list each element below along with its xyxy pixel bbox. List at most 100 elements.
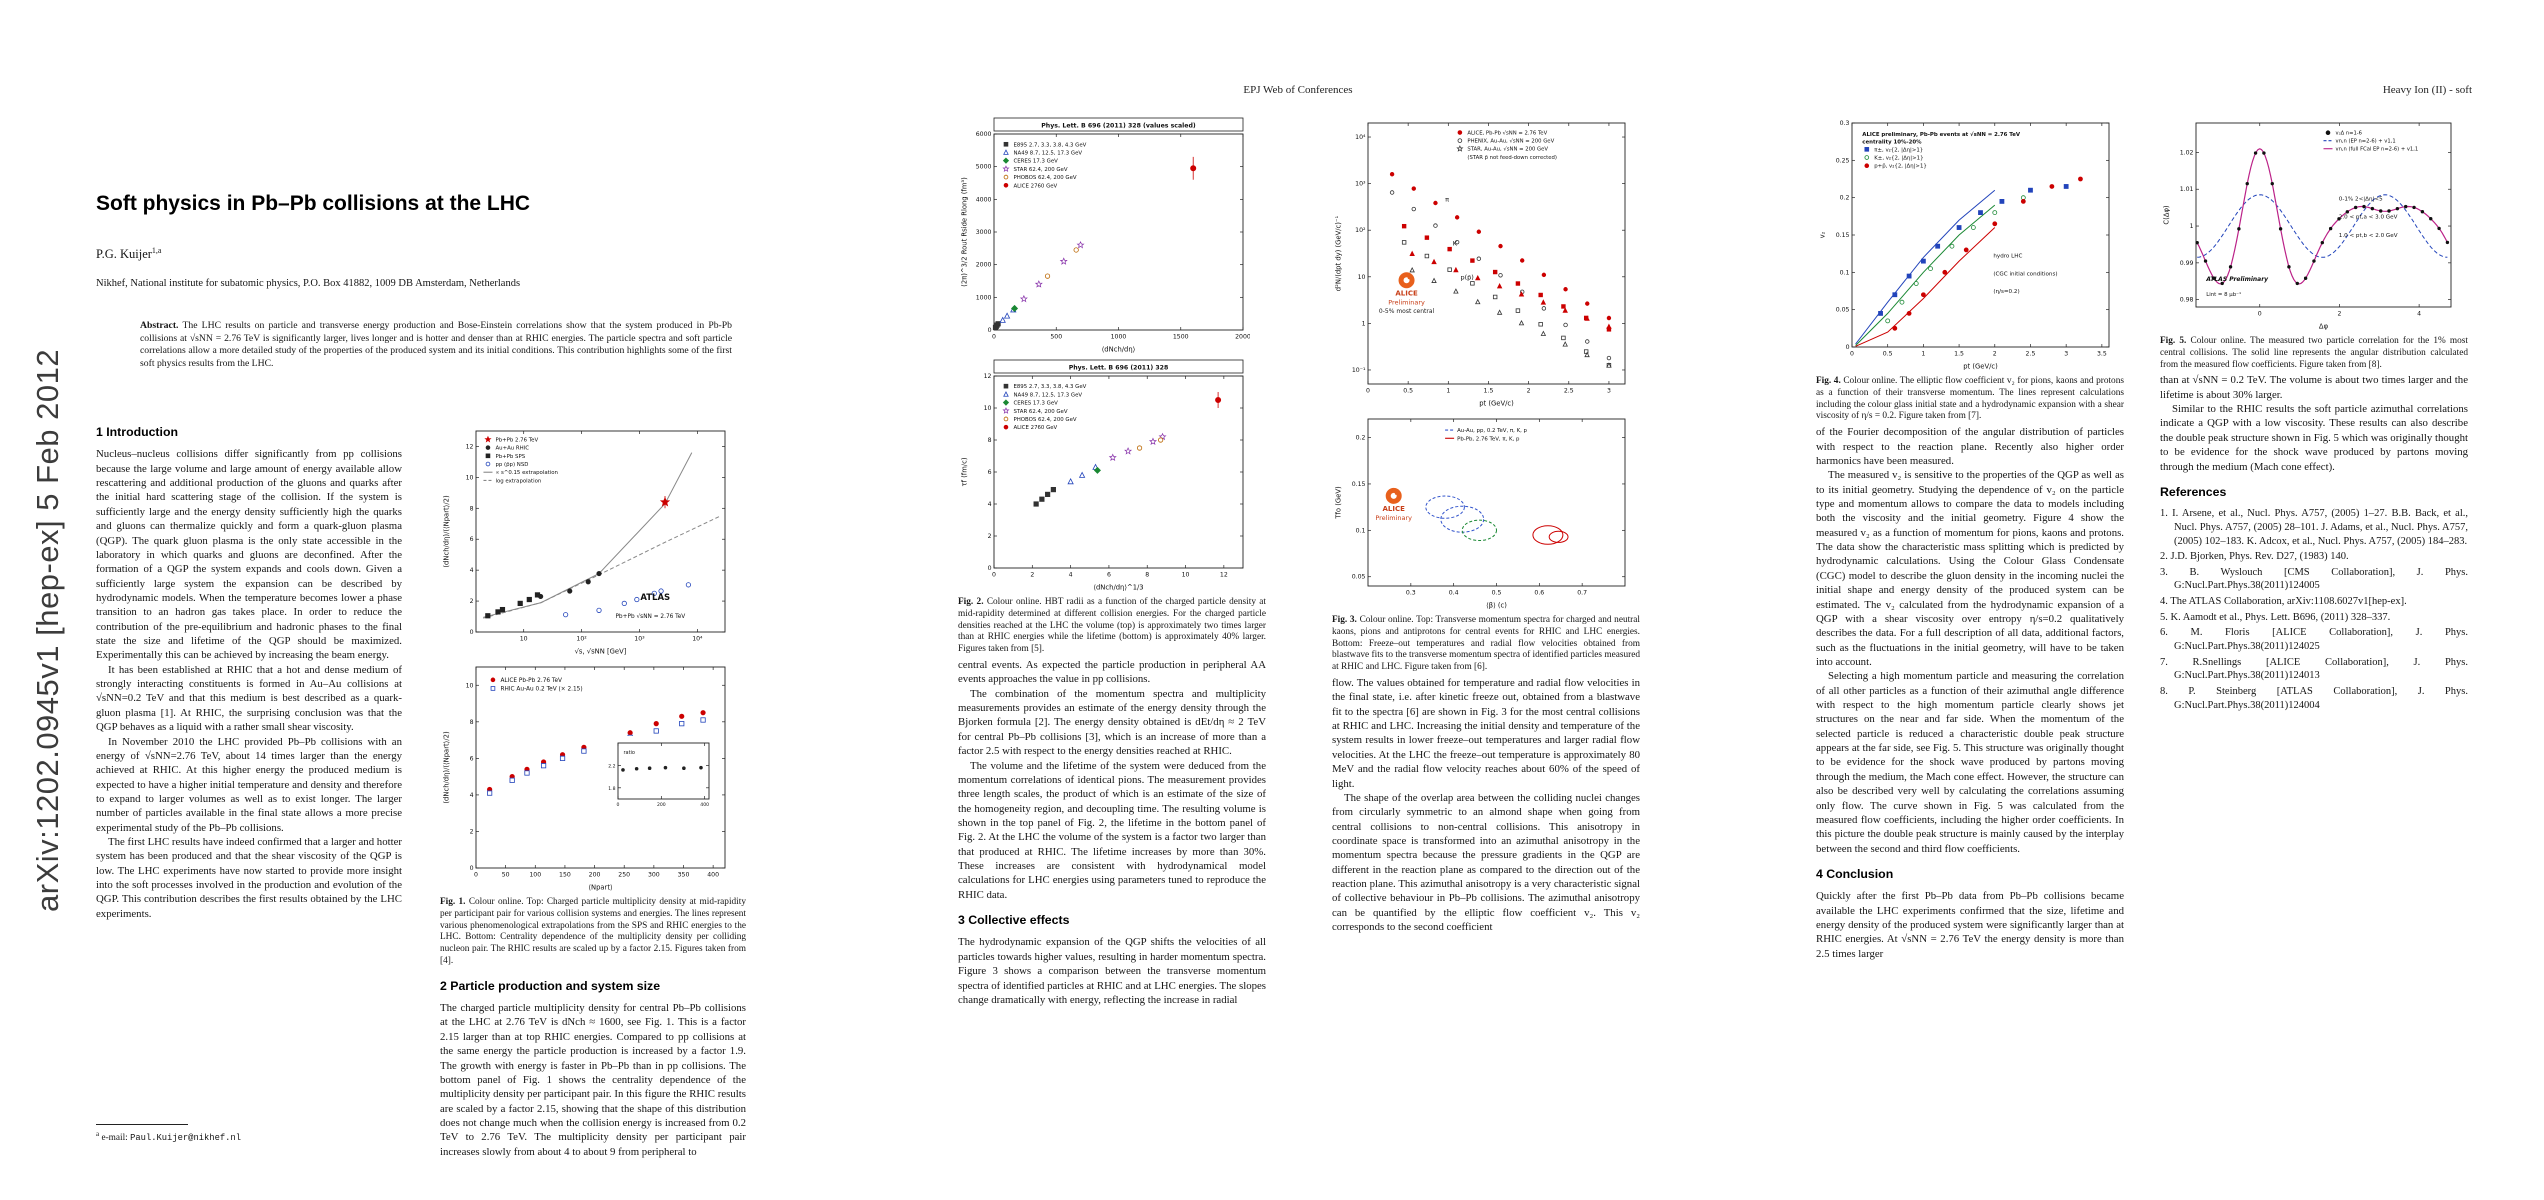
svg-text:Phys. Lett. B 696 (2011) 328 (: Phys. Lett. B 696 (2011) 328 (values sca… <box>1041 123 1196 130</box>
svg-text:8: 8 <box>1145 572 1149 579</box>
reference-item: 5. K. Aamodt et al., Phys. Lett. B696, (… <box>2160 611 2391 623</box>
svg-text:0.2: 0.2 <box>1840 195 1850 202</box>
svg-text:1.01: 1.01 <box>2180 186 2194 193</box>
svg-text:1000: 1000 <box>976 294 992 301</box>
svg-text:ALICE 2760 GeV: ALICE 2760 GeV <box>1013 183 1057 189</box>
svg-text:12: 12 <box>466 443 474 450</box>
svg-text:12: 12 <box>984 373 992 380</box>
svg-text:pt (GeV/c): pt (GeV/c) <box>1963 363 1998 371</box>
svg-text:0.2: 0.2 <box>1356 435 1366 442</box>
svg-text:ALICE preliminary, Pb-Pb event: ALICE preliminary, Pb-Pb events at √sNN … <box>1862 131 2021 138</box>
svg-text:CERES 17.3 GeV: CERES 17.3 GeV <box>1013 401 1058 407</box>
svg-text:0.4: 0.4 <box>1449 590 1459 597</box>
svg-text:0.5: 0.5 <box>1403 388 1413 395</box>
paragraph: than at √sNN = 0.2 TeV. The volume is ab… <box>2160 374 2468 401</box>
svg-text:10: 10 <box>984 405 992 412</box>
fig1-caption: Fig. 1. Colour online. Top: Charged part… <box>440 897 746 968</box>
paragraph: Quickly after the first Pb–Pb data from … <box>1816 890 2124 960</box>
svg-text:1000: 1000 <box>1111 334 1127 341</box>
paragraph: The measured v₂ is sensitive to the prop… <box>1816 469 2124 668</box>
section4-heading: 4 Conclusion <box>1816 866 1894 881</box>
svg-text:(2π)^3/2 Rout Rside Rlong (fm³: (2π)^3/2 Rout Rside Rlong (fm³) <box>961 177 969 287</box>
svg-text:150: 150 <box>559 872 571 879</box>
svg-text:⟨Npart⟩: ⟨Npart⟩ <box>588 884 613 892</box>
page3-column-right: 0 2 4 0.98 0.99 1 1.01 1.02 Δφ C(Δφ) v₂Δ n=1-6 vn,n… <box>2160 116 2468 714</box>
svg-text:K±, v₂{2, |Δη|>1}: K±, v₂{2, |Δη|>1} <box>1874 156 1923 162</box>
svg-text:0.25: 0.25 <box>1836 157 1850 164</box>
svg-text:0.1: 0.1 <box>1356 527 1366 534</box>
paragraph: Similar to the RHIC results the soft par… <box>2160 403 2468 473</box>
svg-text:E895 2.7, 3.3, 3.8, 4.3 GeV: E895 2.7, 3.3, 3.8, 4.3 GeV <box>1013 142 1086 148</box>
svg-text:ALICE: ALICE <box>1382 505 1405 513</box>
fig3-caption: Fig. 3. Colour online. Top: Transverse m… <box>1332 615 1640 674</box>
svg-text:10⁴: 10⁴ <box>692 636 703 643</box>
fig4-caption-text: Colour online. The elliptic flow coeffic… <box>1816 376 2124 422</box>
svg-text:RHIC Au-Au 0.2 TeV (× 2.15): RHIC Au-Au 0.2 TeV (× 2.15) <box>500 686 582 692</box>
author-name: P.G. Kuijer <box>96 247 152 262</box>
svg-text:Preliminary: Preliminary <box>1375 514 1412 522</box>
svg-text:Au+Au RHIC: Au+Au RHIC <box>495 446 529 452</box>
svg-text:Pb+Pb 2.76 TeV: Pb+Pb 2.76 TeV <box>495 437 538 443</box>
svg-text:0.5: 0.5 <box>1492 590 1502 597</box>
section1-heading: 1 Introduction <box>96 425 178 439</box>
page1-column-right: 10 10² 10³ 10⁴ 0 2 4 6 8 10 12 √s, √sNN [GeV] (dNch/… <box>440 424 746 1159</box>
paragraph: It has been established at RHIC that a h… <box>96 663 402 734</box>
svg-text:ALICE: ALICE <box>1395 289 1418 297</box>
references-heading: References <box>2160 484 2227 499</box>
svg-text:3.5: 3.5 <box>2097 351 2107 358</box>
fig5-caption-text: Colour online. The measured two particle… <box>2160 336 2468 370</box>
paragraph: The charged particle multiplicity densit… <box>440 1002 746 1158</box>
svg-text:v₂Δ n=1-6: v₂Δ n=1-6 <box>2336 131 2362 137</box>
author-affiliation-marker: 1,a <box>151 246 162 255</box>
paragraph: In November 2010 the LHC provided Pb–Pb … <box>96 735 402 834</box>
svg-text:8: 8 <box>988 437 992 444</box>
svg-text:CERES 17.3 GeV: CERES 17.3 GeV <box>1013 159 1058 165</box>
svg-text:5000: 5000 <box>976 164 992 171</box>
svg-text:200: 200 <box>589 872 601 879</box>
svg-text:⟨dNch/dη⟩^1/3: ⟨dNch/dη⟩^1/3 <box>1093 584 1143 592</box>
svg-text:2: 2 <box>988 533 992 540</box>
svg-text:2000: 2000 <box>976 262 992 269</box>
svg-text:√s, √sNN [GeV]: √s, √sNN [GeV] <box>575 648 627 656</box>
svg-text:10⁴: 10⁴ <box>1355 134 1366 141</box>
svg-text:2: 2 <box>1993 351 1997 358</box>
svg-text:2: 2 <box>470 828 474 835</box>
svg-text:6: 6 <box>988 469 992 476</box>
svg-text:Preliminary: Preliminary <box>1388 298 1425 306</box>
svg-text:STAR 62.4, 200 GeV: STAR 62.4, 200 GeV <box>1013 167 1067 173</box>
svg-text:vn,n (EP n=2-6) + v1,1: vn,n (EP n=2-6) + v1,1 <box>2336 139 2396 145</box>
fig5-caption-label: Fig. 5. <box>2160 336 2187 346</box>
reference-item: 7. R.Snellings [ALICE Collaboration], J.… <box>2160 656 2468 682</box>
fig3-top-plot: 0 0.5 1 1.5 2 2.5 3 10⁻¹ 1 10 10² 10³ 10⁴ pt (GeV/c) d… <box>1332 116 1632 408</box>
svg-text:10: 10 <box>1358 274 1366 281</box>
svg-text:50: 50 <box>502 872 510 879</box>
fig4-caption: Fig. 4. Colour online. The elliptic flow… <box>1816 376 2124 423</box>
svg-text:10⁻¹: 10⁻¹ <box>1352 367 1366 374</box>
svg-text:500: 500 <box>1050 334 1062 341</box>
fig1-caption-label: Fig. 1. <box>440 897 466 907</box>
svg-text:STAR 62.4, 200 GeV: STAR 62.4, 200 GeV <box>1013 409 1067 415</box>
fig5-caption: Fig. 5. Colour online. The measured two … <box>2160 336 2468 371</box>
svg-text:d²N/(dpt dy) (GeV/c)⁻¹: d²N/(dpt dy) (GeV/c)⁻¹ <box>1335 216 1343 292</box>
svg-text:1.5: 1.5 <box>1954 351 1964 358</box>
svg-text:1: 1 <box>1921 351 1925 358</box>
svg-text:⟨β⟩ (c): ⟨β⟩ (c) <box>1486 602 1507 610</box>
section3-heading: 3 Collective effects <box>958 913 1070 928</box>
paragraph: of the Fourier decomposition of the angu… <box>1816 426 2124 467</box>
svg-text:log extrapolation: log extrapolation <box>495 478 541 484</box>
affiliation: Nikhef, National institute for subatomic… <box>96 278 521 289</box>
svg-text:K: K <box>1453 240 1458 248</box>
svg-text:Pb+Pb SPS: Pb+Pb SPS <box>495 454 525 460</box>
svg-text:pt (GeV/c): pt (GeV/c) <box>1479 400 1514 408</box>
svg-text:250: 250 <box>618 872 630 879</box>
svg-text:0: 0 <box>617 802 620 808</box>
paragraph: central events. As expected the particle… <box>958 658 1266 686</box>
footnote-rule <box>96 1124 188 1125</box>
svg-text:⟨dNch/dη⟩: ⟨dNch/dη⟩ <box>1102 346 1136 354</box>
svg-text:4: 4 <box>2417 311 2421 318</box>
fig3-caption-label: Fig. 3. <box>1332 615 1357 625</box>
svg-text:NA49 8.7, 12.5, 17.3 GeV: NA49 8.7, 12.5, 17.3 GeV <box>1013 392 1082 398</box>
svg-text:6: 6 <box>470 536 474 543</box>
svg-text:0: 0 <box>2258 311 2262 318</box>
svg-text:4000: 4000 <box>976 196 992 203</box>
